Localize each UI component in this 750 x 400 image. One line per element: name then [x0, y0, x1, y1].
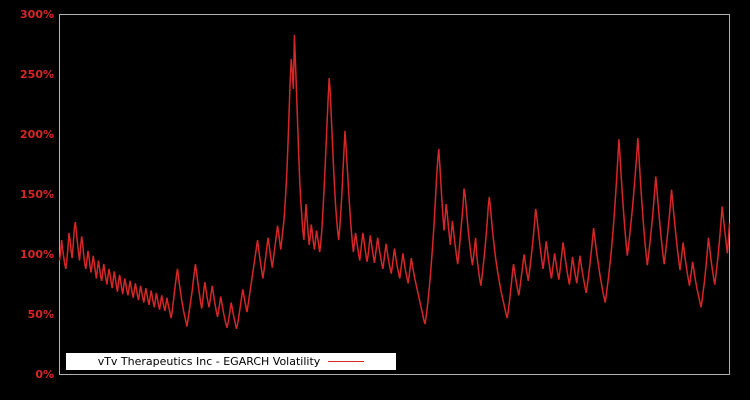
- y-tick-label: 100%: [20, 248, 54, 261]
- y-tick-label: 150%: [20, 188, 54, 201]
- plot-area-border: [59, 14, 730, 375]
- y-tick-label: 200%: [20, 128, 54, 141]
- y-tick-label: 300%: [20, 8, 54, 21]
- y-axis-tick-labels: 0% 50% 100% 150% 200% 250% 300%: [0, 0, 54, 400]
- legend-line-swatch-icon: [328, 361, 365, 362]
- chart-legend[interactable]: vTv Therapeutics Inc - EGARCH Volatility: [66, 353, 396, 370]
- y-tick-label: 250%: [20, 68, 54, 81]
- legend-label: vTv Therapeutics Inc - EGARCH Volatility: [97, 355, 321, 368]
- y-tick-label: 50%: [27, 308, 54, 321]
- volatility-line-series: [58, 34, 731, 330]
- y-tick-label: 0%: [35, 368, 54, 381]
